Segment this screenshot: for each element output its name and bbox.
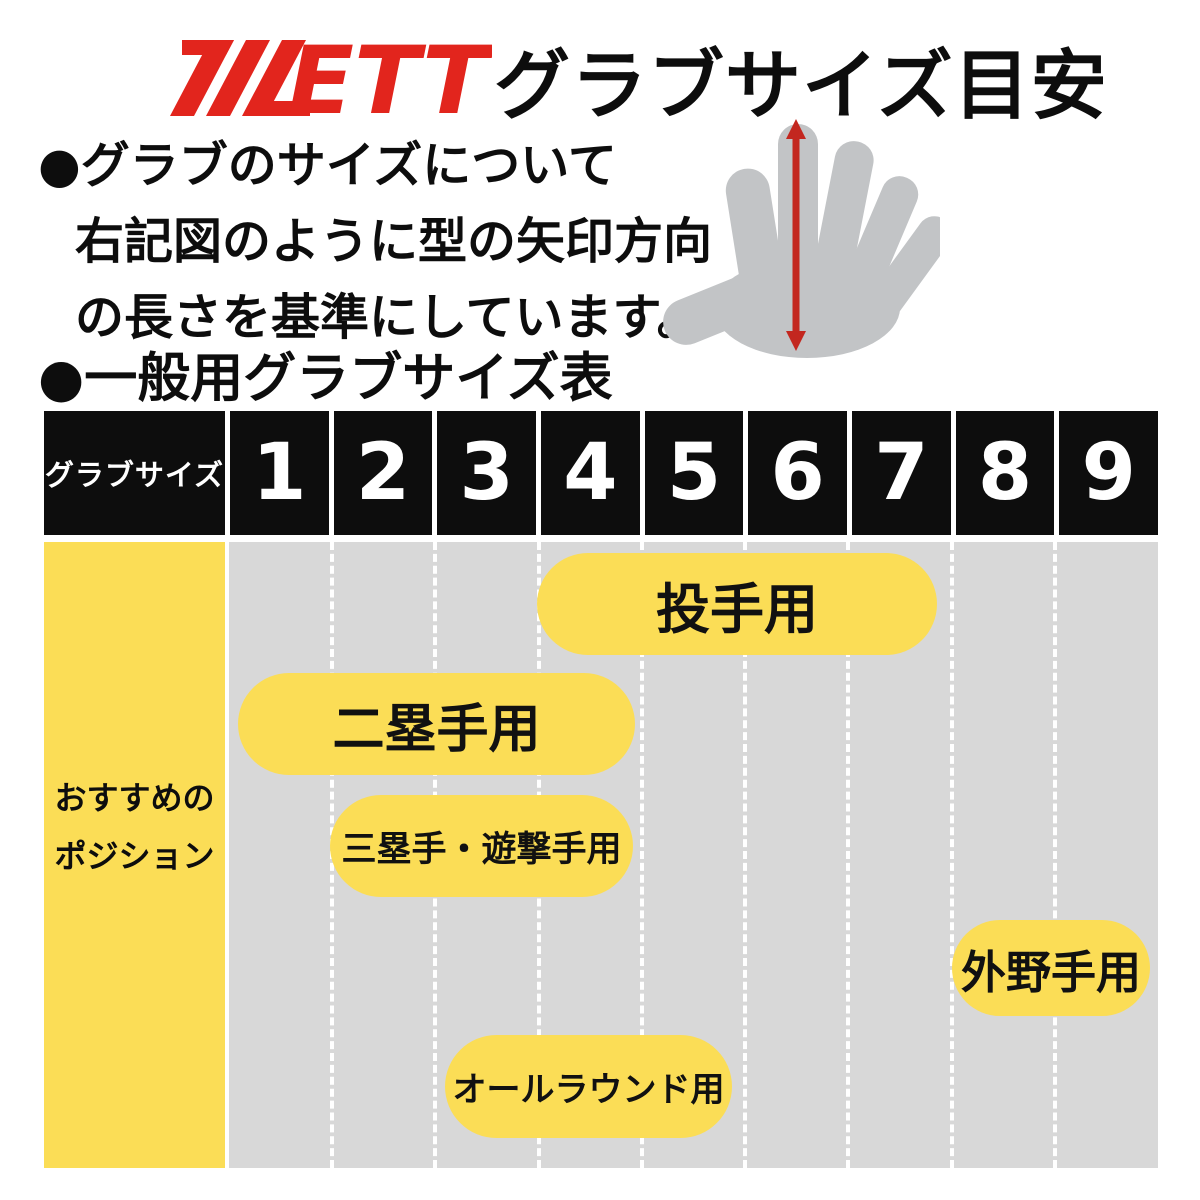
column-divider [949, 542, 954, 1168]
position-pill-third-shortstop: 三塁手・遊撃手用 [330, 795, 633, 897]
row-label-line-1: おすすめの [54, 779, 215, 817]
about-line-1: ●グラブのサイズについて [38, 137, 617, 194]
column-divider [639, 542, 644, 1168]
table-section-heading: ●一般用グラブサイズ表 [38, 348, 613, 409]
position-pill-second-baseman: 二塁手用 [238, 673, 635, 775]
about-line-2: 右記図のように型の矢印方向 [75, 213, 713, 270]
size-header-cell-1: 1 [230, 411, 329, 535]
column-divider [743, 542, 748, 1168]
recommended-position-label-cell: おすすめの ポジション [44, 542, 225, 1168]
hand-measure-illustration [663, 119, 940, 358]
zett-logo: ETT [170, 34, 492, 122]
size-header-cell-6: 6 [748, 411, 848, 535]
position-pill-allround: オールラウンド用 [445, 1035, 732, 1138]
size-table-header: グラブサイズ 1 2 3 4 5 6 7 8 9 [44, 411, 1159, 535]
size-header-cell-8: 8 [955, 411, 1055, 535]
size-header-cell-4: 4 [541, 411, 640, 535]
size-header-cell-7: 7 [852, 411, 951, 535]
recommended-position-label: おすすめの ポジション [54, 769, 214, 885]
about-section: ●グラブのサイズについて 右記図のように型の矢印方向 の長さを基準にしています。 [38, 128, 712, 356]
column-divider [846, 542, 851, 1168]
size-header-cell-2: 2 [333, 411, 433, 535]
page-title: グラブサイズ目安 [494, 41, 1108, 130]
row-label-line-2: ポジション [54, 837, 215, 875]
size-header-cell-3: 3 [437, 411, 537, 535]
size-header-cell-9: 9 [1059, 411, 1159, 535]
position-pill-outfielder: 外野手用 [952, 920, 1150, 1016]
position-pill-pitcher: 投手用 [537, 553, 937, 655]
measure-arrow-icon [786, 119, 806, 351]
size-header-cell-5: 5 [644, 411, 744, 535]
size-header-label: グラブサイズ [44, 411, 225, 535]
about-line-3: の長さを基準にしています。 [75, 289, 706, 346]
column-divider [1052, 542, 1057, 1168]
zett-letters: ETT [288, 34, 492, 122]
